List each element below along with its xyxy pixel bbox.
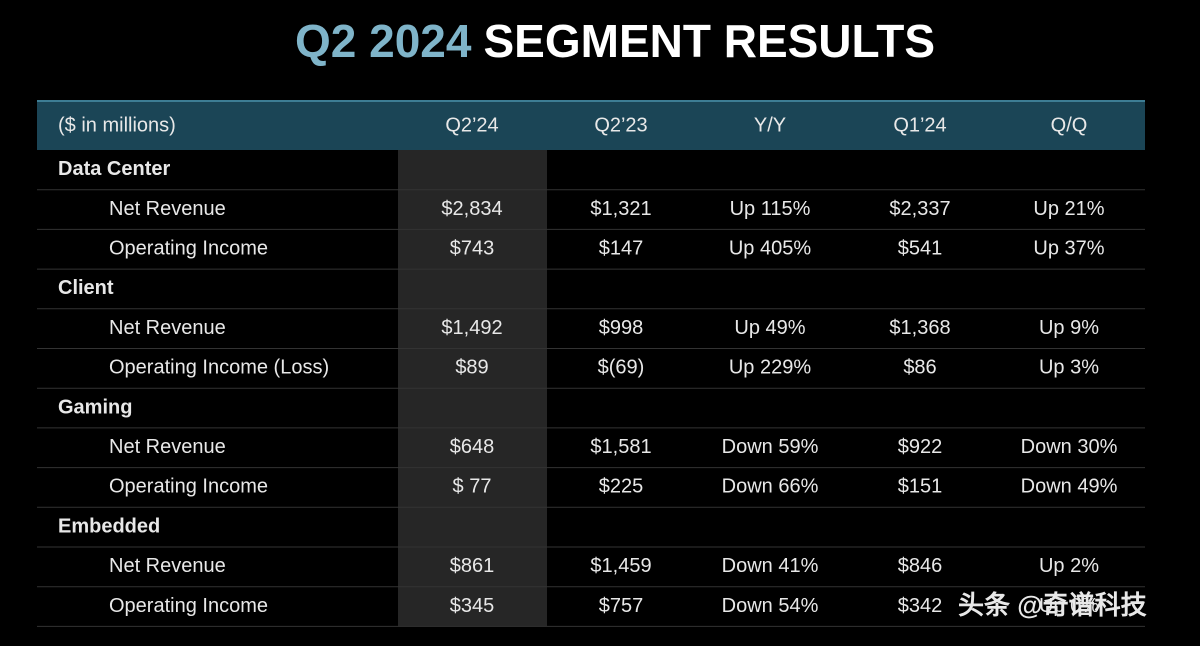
cell: $86 [903, 357, 936, 379]
cell: Up 9% [1039, 317, 1099, 339]
row-label: Operating Income [109, 238, 268, 260]
cell: Up 2% [1039, 555, 1099, 577]
cell: $345 [450, 595, 495, 617]
cell: $846 [898, 555, 943, 577]
table: ($ in millions) Q2’24 Q2’23 Y/Y Q1’24 Q/Q Data… [37, 114, 1145, 627]
cell: Down 66% [722, 476, 819, 498]
column-header: Q2’24 [445, 114, 498, 136]
table-header-bg [37, 100, 1145, 150]
cell: Up 21% [1033, 198, 1104, 220]
cell: Down 41% [722, 555, 819, 577]
cell: Down 49% [1021, 476, 1118, 498]
cell: Up 49% [734, 317, 805, 339]
cell: $743 [450, 238, 495, 260]
column-header: Q/Q [1051, 114, 1088, 136]
cell: Down 59% [722, 436, 819, 458]
section-label: Embedded [58, 515, 160, 537]
cell: $2,337 [889, 198, 950, 220]
column-header: Q1’24 [893, 114, 946, 136]
row-label: Net Revenue [109, 198, 226, 220]
cell: Down 54% [722, 595, 819, 617]
cell: $757 [599, 595, 644, 617]
cell: $151 [898, 476, 943, 498]
cell: $1,368 [889, 317, 950, 339]
cell: $998 [599, 317, 644, 339]
row-label: Operating Income [109, 595, 268, 617]
cell: $2,834 [441, 198, 502, 220]
cell: $147 [599, 238, 644, 260]
title-highlight: Q2 2024 [295, 15, 472, 67]
cell: Up 115% [730, 198, 811, 220]
cell: $1,581 [590, 436, 651, 458]
section-label: Data Center [58, 158, 170, 180]
section-label: Gaming [58, 396, 132, 418]
cell: $1,492 [441, 317, 502, 339]
column-header: ($ in millions) [58, 114, 176, 136]
cell: $ 77 [453, 476, 492, 498]
cell: Down 30% [1021, 436, 1118, 458]
cell: $1,321 [590, 198, 651, 220]
cell: $225 [599, 476, 644, 498]
cell: $(69) [598, 357, 645, 379]
row-label: Net Revenue [109, 436, 226, 458]
column-header: Y/Y [754, 114, 786, 136]
cell: $861 [450, 555, 495, 577]
cell: $541 [898, 238, 943, 260]
column-header: Q2’23 [594, 114, 647, 136]
title: Q2 2024 SEGMENT RESULTS [295, 15, 935, 67]
row-label: Operating Income (Loss) [109, 357, 329, 379]
cell: Up 3% [1039, 357, 1099, 379]
cell: $1,459 [590, 555, 651, 577]
row-label: Net Revenue [109, 555, 226, 577]
cell: Up 229% [729, 357, 811, 379]
watermark: 头条 @奇谱科技 [958, 590, 1147, 620]
title-rest: SEGMENT RESULTS [483, 15, 935, 67]
section-label: Client [58, 277, 114, 299]
cell: $922 [898, 436, 943, 458]
row-label: Net Revenue [109, 317, 226, 339]
cell: $648 [450, 436, 495, 458]
cell: Up 37% [1033, 238, 1104, 260]
cell: Up 405% [729, 238, 811, 260]
cell: $89 [455, 357, 488, 379]
cell: $342 [898, 595, 943, 617]
row-label: Operating Income [109, 476, 268, 498]
cell: Up 0% [1039, 595, 1099, 617]
